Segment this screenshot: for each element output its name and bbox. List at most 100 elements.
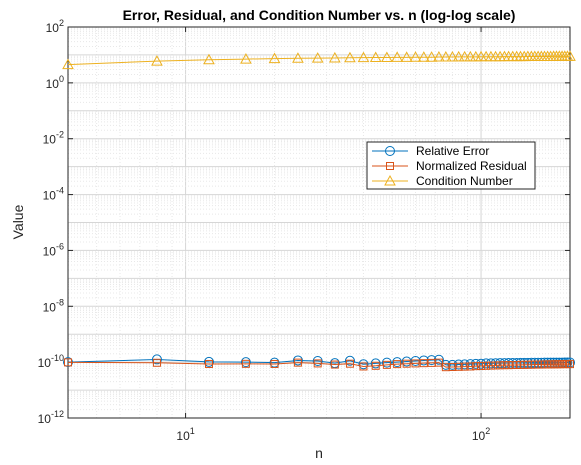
legend-entry: Normalized Residual bbox=[372, 159, 527, 173]
data-point bbox=[446, 51, 459, 62]
data-point bbox=[391, 51, 403, 62]
data-point bbox=[411, 359, 420, 368]
data-point bbox=[409, 51, 422, 62]
data-point bbox=[370, 358, 381, 369]
legend-label: Condition Number bbox=[416, 174, 513, 188]
data-point bbox=[481, 358, 492, 369]
data-point bbox=[313, 359, 322, 368]
data-point bbox=[528, 50, 541, 61]
data-point bbox=[417, 51, 430, 62]
data-point bbox=[447, 359, 458, 370]
data-point bbox=[419, 359, 428, 368]
data-point bbox=[203, 53, 215, 65]
data-point bbox=[433, 51, 445, 62]
data-point bbox=[381, 51, 393, 62]
data-point bbox=[345, 359, 354, 368]
data-point bbox=[504, 361, 513, 370]
data-point bbox=[400, 51, 413, 62]
data-point bbox=[459, 359, 470, 370]
data-point bbox=[270, 359, 279, 368]
data-point bbox=[292, 52, 304, 63]
y-tick-label: 102 bbox=[46, 18, 64, 35]
data-point bbox=[402, 359, 411, 368]
data-point bbox=[486, 361, 495, 370]
data-point bbox=[344, 51, 356, 63]
data-point bbox=[152, 358, 161, 367]
data-point bbox=[434, 358, 443, 367]
data-point bbox=[453, 359, 464, 370]
data-point bbox=[344, 355, 355, 366]
data-point bbox=[393, 360, 402, 369]
data-point bbox=[381, 357, 392, 368]
y-tick-label: 10-10 bbox=[38, 353, 64, 370]
y-tick-label: 100 bbox=[46, 74, 64, 91]
data-point bbox=[292, 355, 303, 366]
data-point bbox=[496, 361, 505, 370]
y-tick-label: 10-4 bbox=[43, 186, 64, 203]
data-point bbox=[64, 358, 72, 367]
x-axis-label: n bbox=[315, 445, 323, 461]
data-point bbox=[452, 50, 465, 62]
data-point bbox=[477, 361, 486, 370]
y-axis-label: Value bbox=[10, 204, 26, 239]
data-point bbox=[448, 363, 457, 372]
data-point bbox=[62, 58, 74, 70]
data-point bbox=[268, 52, 281, 64]
data-point bbox=[491, 361, 500, 370]
data-point bbox=[203, 356, 214, 367]
y-tick-label: 10-2 bbox=[43, 130, 64, 147]
data-point bbox=[328, 51, 341, 63]
x-tick-label: 102 bbox=[472, 426, 490, 443]
y-tick-label: 10-12 bbox=[38, 409, 64, 426]
axis-ticks: 101 102 10-12 10-10 10-8 10-6 10-4 10-2 100 102 bbox=[38, 18, 570, 443]
legend-label: Normalized Residual bbox=[416, 159, 527, 173]
data-point bbox=[425, 51, 438, 62]
series-condition-number bbox=[62, 50, 576, 70]
data-point bbox=[476, 358, 487, 369]
data-point bbox=[330, 360, 339, 369]
grid bbox=[67, 27, 571, 419]
y-tick-label: 10-8 bbox=[43, 297, 64, 314]
series bbox=[62, 50, 576, 372]
data-point bbox=[358, 359, 369, 370]
legend-label: Relative Error bbox=[416, 144, 489, 158]
y-tick-label: 10-6 bbox=[43, 241, 64, 258]
data-point bbox=[151, 354, 162, 365]
data-point bbox=[465, 359, 476, 370]
legend-entry: Relative Error bbox=[372, 144, 489, 158]
data-point bbox=[240, 53, 252, 64]
data-point bbox=[204, 359, 213, 368]
data-point bbox=[460, 362, 469, 371]
data-point bbox=[466, 362, 475, 371]
x-tick-label: 101 bbox=[176, 426, 194, 443]
data-point bbox=[470, 358, 481, 369]
series-normalized-residual bbox=[64, 358, 574, 372]
data-point bbox=[458, 50, 471, 62]
data-point bbox=[357, 51, 370, 63]
data-point bbox=[454, 362, 463, 371]
legend-marker bbox=[385, 146, 395, 156]
data-point bbox=[311, 52, 324, 63]
data-point bbox=[500, 361, 509, 370]
data-point bbox=[439, 51, 452, 62]
data-point bbox=[359, 362, 368, 371]
data-point bbox=[471, 362, 480, 371]
legend-marker bbox=[384, 174, 396, 186]
data-point bbox=[312, 355, 323, 366]
data-point bbox=[371, 361, 380, 370]
legend-entry: Condition Number bbox=[372, 174, 513, 188]
data-point bbox=[241, 359, 250, 368]
legend-marker bbox=[386, 162, 394, 170]
data-point bbox=[293, 358, 302, 367]
data-point bbox=[382, 360, 391, 369]
plot-area-frame bbox=[67, 26, 571, 419]
data-point bbox=[392, 357, 403, 368]
chart-title: Error, Residual, and Condition Number vs… bbox=[123, 7, 516, 23]
data-point bbox=[564, 50, 576, 61]
data-point bbox=[440, 359, 451, 370]
data-point bbox=[482, 361, 491, 370]
data-point bbox=[566, 360, 574, 369]
data-point bbox=[369, 51, 382, 62]
